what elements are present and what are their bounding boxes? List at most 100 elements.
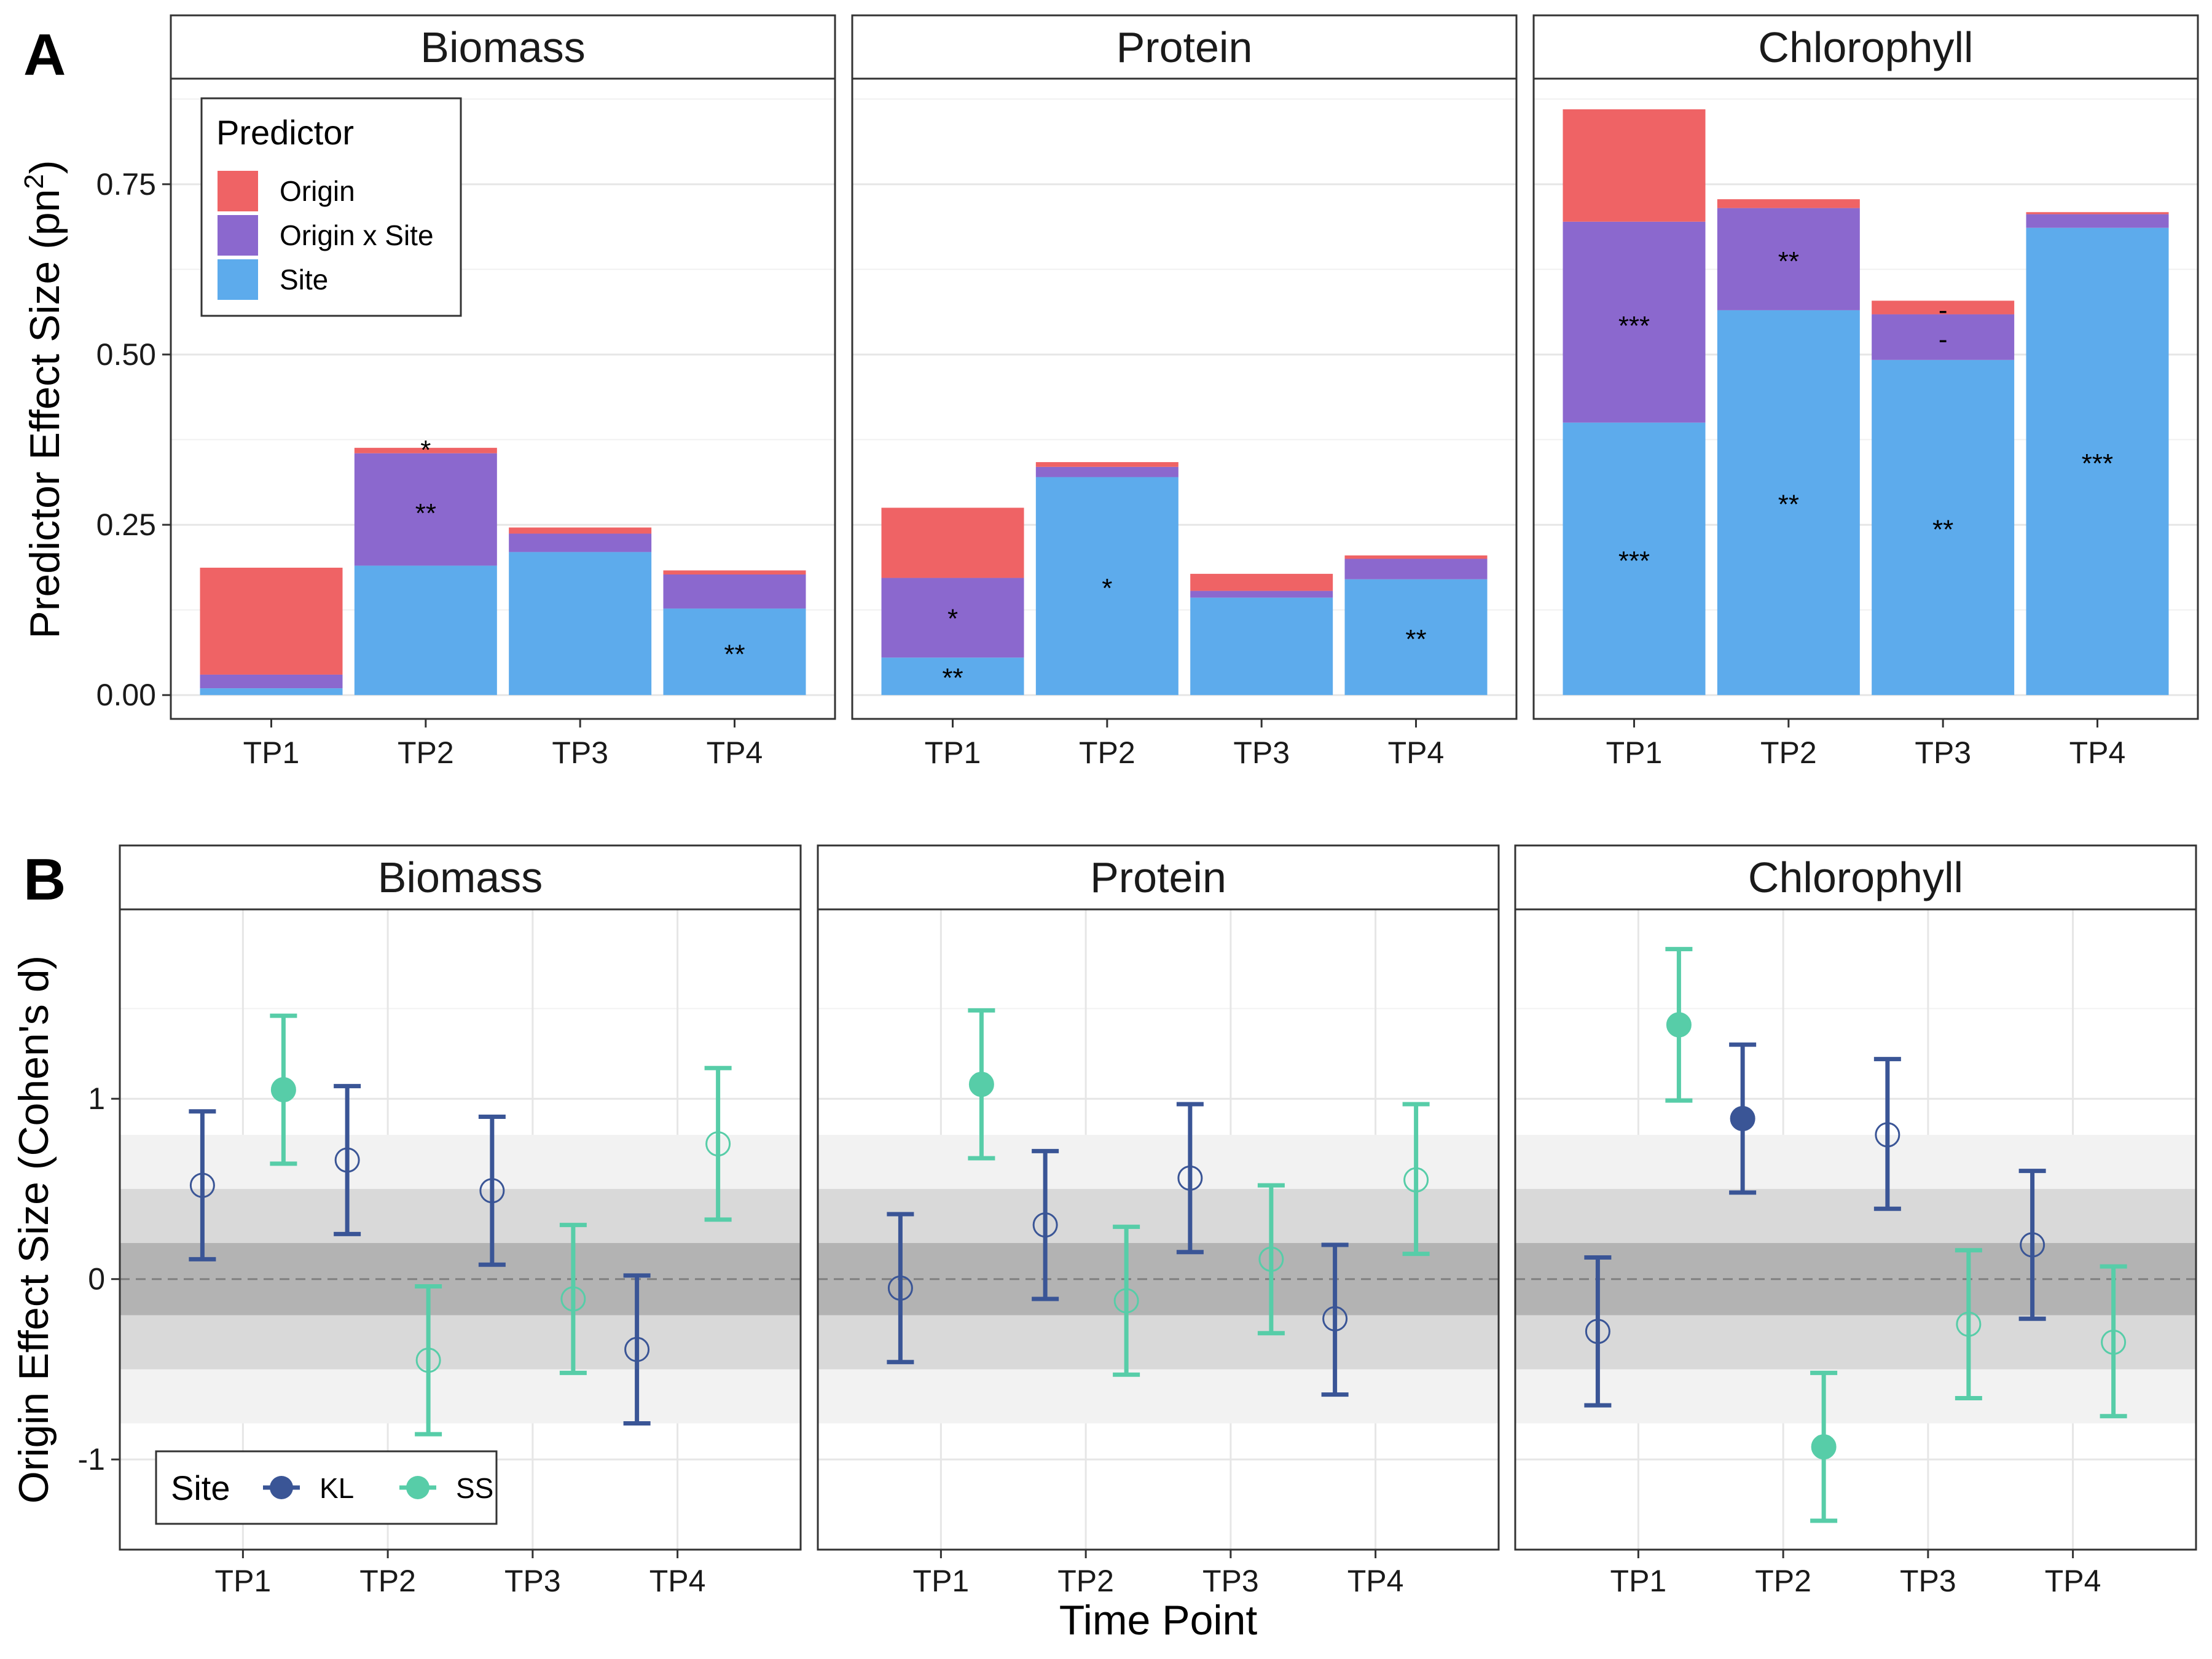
legend-predictor: Predictor Origin Origin x Site Site [200,97,462,317]
bar-site-tp1 [200,688,343,696]
point-marker-open [1956,1311,1982,1337]
bar-site-tp2 [1035,477,1179,696]
significance-label: *** [2082,449,2113,479]
significance-label: ** [415,498,436,528]
x-tick-label: TP1 [1610,1564,1667,1598]
point-marker-filled [968,1072,994,1097]
x-tick-label: TP4 [2069,735,2126,770]
legend-title: Predictor [216,113,354,152]
point-kl-tp1 [1584,1255,1612,1408]
point-marker-filled [1730,1105,1755,1131]
bar-site-tp4 [1344,579,1488,696]
x-tick-label: TP2 [1760,735,1817,770]
legend-swatch [218,259,258,300]
bar-origin-x-site-tp3 [1190,590,1333,598]
point-ss-tp4 [1402,1102,1430,1257]
x-tick-label: TP4 [1388,735,1445,770]
point-marker-open [705,1131,731,1157]
bar-origin-tp1 [881,508,1024,578]
bar-origin-x-site-tp2 [1717,208,1860,310]
x-tick-label: TP2 [359,1564,416,1598]
point-marker-open [415,1347,441,1373]
point-marker-open [1403,1167,1429,1193]
bar-origin-x-site-tp2 [354,453,497,566]
panel-label-a: A [23,22,66,88]
bar-site-tp3 [1190,597,1333,696]
x-tick-label: TP1 [1606,735,1663,770]
point-ss-tp1 [1665,947,1693,1103]
x-tick-label: TP2 [1079,735,1135,770]
facet-title-biomass: Biomass [378,853,543,901]
significance-label: ** [1932,515,1953,545]
point-marker-open [1032,1212,1058,1238]
bar-site-tp4 [663,608,806,696]
bar-origin-tp1 [1563,109,1706,222]
significance-label: *** [1618,546,1650,576]
panel-b-effect-size-chart: B Biomass TP1 TP2 TP3 TP4 Protein TP1 TP2 TP3 TP4 C… [10,844,2197,1644]
significance-label: - [1939,324,1948,355]
significance-label: * [1102,573,1112,603]
bar-site-tp3 [1872,359,2015,696]
x-tick-label: TP2 [398,735,454,770]
point-kl-tp3 [478,1115,506,1267]
significance-label: ** [724,639,745,669]
bar-site-tp2 [1717,310,1860,696]
significance-label: *** [1618,311,1650,341]
point-marker-filled [1811,1434,1837,1460]
x-tick-label: TP4 [707,735,763,770]
legend-key-ss: SS [399,1472,493,1504]
point-marker-open [2020,1232,2045,1258]
panel-border [170,77,836,720]
legend-label: SS [456,1472,493,1504]
x-tick-label: TP3 [1900,1564,1956,1598]
panel-border [851,77,1518,720]
panel-label-b: B [23,847,66,912]
x-tick-label: TP4 [2045,1564,2101,1598]
x-tick-label: TP2 [1057,1564,1114,1598]
significance-label: - [1939,296,1948,326]
point-kl-tp2 [1032,1148,1059,1301]
legend-label: Origin [280,175,355,207]
legend-title: Site [171,1469,230,1507]
point-marker-open [887,1275,913,1301]
point-ss-tp3 [1955,1248,1982,1400]
point-ss-tp2 [1810,1370,1838,1523]
bar-origin-tp1 [200,567,343,675]
point-marker-open [2101,1329,2127,1355]
point-marker-open [1113,1288,1139,1314]
bar-site-tp3 [509,552,652,696]
bar-site-tp1 [1563,422,1706,696]
point-marker-open [479,1178,505,1204]
panel-border [119,908,802,1551]
significance-label: * [947,604,958,634]
x-tick-label: TP3 [1915,735,1971,770]
point-marker-open [1585,1319,1610,1344]
y-tick-label: 1 [88,1081,105,1116]
x-tick-label: TP1 [215,1564,272,1598]
x-tick-label: TP1 [243,735,300,770]
bar-origin-x-site-tp4 [663,574,806,609]
point-marker-open [1322,1306,1348,1332]
point-marker-open [1177,1165,1203,1191]
bar-site-tp4 [2026,227,2169,696]
facet-title-chlorophyll: Chlorophyll [1748,853,1963,901]
x-tick-label: TP3 [1233,735,1290,770]
bar-origin-tp2 [354,447,497,453]
significance-label: ** [1778,489,1799,519]
panel-border [1514,908,2197,1551]
y-tick-label: 0.00 [96,678,156,712]
point-ss-tp1 [968,1008,995,1161]
point-marker-open [334,1147,360,1173]
x-tick-label: TP4 [649,1564,706,1598]
legend-key-kl: KL [263,1472,354,1504]
y-tick-label: 0.25 [96,508,156,542]
x-tick-label: TP2 [1755,1564,1811,1598]
point-ss-tp2 [1113,1225,1140,1377]
bar-origin-x-site-tp1 [881,578,1024,658]
legend-label: KL [320,1472,354,1504]
point-ss-tp3 [1257,1183,1285,1336]
x-tick-label: TP3 [552,735,608,770]
facet-strip-chlorophyll [1532,14,2199,80]
bar-origin-x-site-tp3 [509,533,652,552]
y-axis-title: Origin Effect Size (Cohen's d) [10,955,57,1504]
